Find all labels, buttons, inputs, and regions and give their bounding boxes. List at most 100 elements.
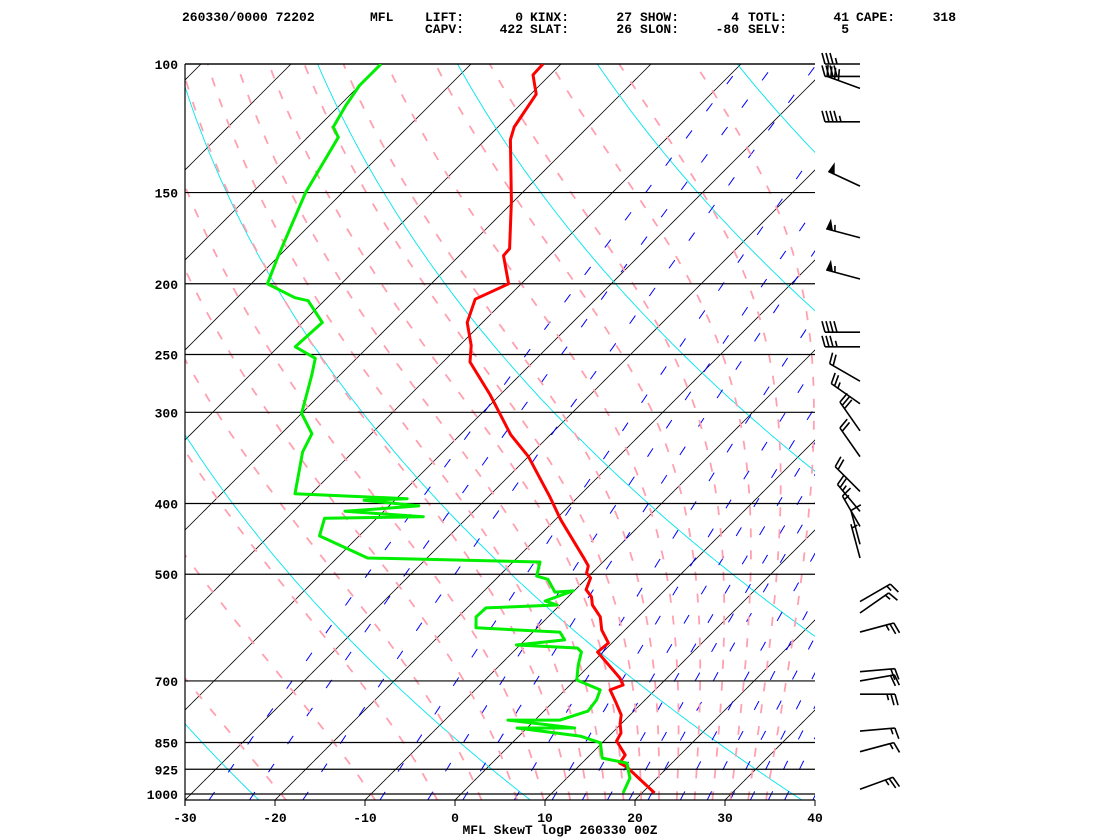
wind-barb — [839, 418, 861, 458]
isotherm-line — [544, 529, 815, 800]
isotherm-line — [814, 799, 815, 800]
wind-barb — [859, 583, 899, 603]
wind-barb — [860, 693, 899, 706]
dry-adiabat-line — [1017, 64, 1120, 800]
x-tick-label: 0 — [451, 811, 459, 826]
moist-adiabat-line — [185, 449, 439, 800]
mixing-ratio-line — [812, 794, 815, 800]
chart-title: MFL SkewT logP 260330 00Z — [462, 823, 657, 838]
wind-barb — [859, 622, 901, 635]
index-value-slon: -80 — [715, 22, 739, 37]
x-tick-label: -30 — [173, 811, 197, 826]
index-label-slon: SLON: — [640, 22, 680, 37]
temperature-line — [465, 64, 656, 795]
dry-adiabat-line — [185, 433, 531, 800]
wind-barb — [830, 372, 861, 405]
wind-barb — [828, 352, 861, 382]
index-label-cape: CAPE: — [856, 10, 896, 25]
index-label-selv: SELV: — [748, 22, 788, 37]
mixing-ratio-line — [628, 473, 815, 800]
wind-barb — [821, 52, 860, 65]
mixing-ratio-line — [647, 502, 815, 800]
index-value-selv: 5 — [841, 22, 849, 37]
index-label-totl: TOTL: — [748, 10, 788, 25]
wind-barb — [859, 741, 901, 753]
index-value-slat: 26 — [616, 22, 632, 37]
index-label-kinx: KINX: — [530, 10, 570, 25]
mixing-ratio-line — [749, 671, 815, 800]
wind-barb — [834, 456, 861, 492]
index-value-totl: 41 — [833, 10, 849, 25]
isotherm-line — [0, 64, 111, 800]
moist-adiabat-line — [185, 553, 377, 800]
wind-barb — [825, 259, 861, 280]
x-tick-label: -20 — [263, 811, 287, 826]
wind-barb — [827, 162, 861, 187]
moist-adiabat-line — [386, 64, 680, 800]
dry-adiabat-line — [877, 64, 1120, 800]
moist-adiabat-line — [618, 64, 782, 800]
x-tick-label: 30 — [717, 811, 733, 826]
wind-barb — [850, 504, 862, 545]
x-tick-label: 20 — [627, 811, 643, 826]
profiles — [265, 64, 656, 795]
dry-adiabat-line — [596, 64, 815, 312]
isotherm-line — [185, 169, 815, 800]
isotherm-line — [185, 64, 742, 621]
isotherm-line — [185, 64, 562, 441]
isotherm-line — [634, 619, 815, 800]
y-tick-label: 850 — [155, 736, 179, 751]
index-value-lift: 0 — [515, 10, 523, 25]
isotherm-line — [185, 64, 292, 171]
isotherm-line — [274, 259, 815, 800]
moist-adiabat-line — [694, 64, 815, 800]
isotherm-line — [364, 349, 815, 800]
mixing-ratio-line — [462, 249, 815, 800]
index-value-capv: 422 — [499, 22, 523, 37]
y-tick-label: 925 — [155, 763, 179, 778]
moist-adiabat-line — [206, 64, 589, 800]
moist-adiabat-line — [303, 64, 643, 800]
y-tick-label: 150 — [155, 187, 179, 202]
x-tick-label: -10 — [353, 811, 377, 826]
wind-barbs — [821, 52, 901, 790]
y-tick-label: 700 — [155, 675, 179, 690]
index-value-kinx: 27 — [616, 10, 632, 25]
dry-adiabat-line — [185, 723, 260, 800]
moist-adiabat-line — [185, 676, 287, 800]
wind-barb — [821, 110, 860, 123]
x-tick-label: 40 — [807, 811, 823, 826]
wind-barb — [859, 674, 901, 687]
index-label-capv: CAPV: — [425, 22, 465, 37]
pressure-gridlines — [184, 63, 815, 806]
y-tick-label: 300 — [155, 406, 179, 421]
isotherm-line — [724, 709, 815, 800]
wind-barb — [850, 523, 861, 559]
isotherm-line — [185, 64, 382, 261]
moist-adiabat-line — [268, 64, 625, 800]
y-tick-label: 1000 — [147, 788, 178, 803]
moist-adiabat-line — [185, 357, 483, 800]
x-tick-label: 10 — [537, 811, 553, 826]
mixing-ratio-line — [379, 151, 815, 800]
wind-barb — [825, 218, 861, 239]
dry-adiabat-line — [185, 85, 803, 800]
moist-adiabat-line — [488, 64, 726, 800]
wind-barb — [821, 335, 860, 348]
index-label-slat: SLAT: — [530, 22, 570, 37]
wind-barb — [826, 64, 861, 90]
index-label-show: SHOW: — [640, 10, 680, 25]
mixing-ratio-line — [581, 406, 815, 800]
dry-adiabat-line — [317, 64, 815, 637]
index-value-show: 4 — [731, 10, 739, 25]
station-id: MFL — [370, 10, 394, 25]
y-tick-label: 250 — [155, 348, 179, 363]
mixing-ratio-line — [551, 364, 815, 800]
wind-barb — [859, 727, 900, 740]
mixing-ratio-line — [767, 705, 815, 800]
wind-barb — [859, 592, 898, 614]
wind-barb — [821, 320, 860, 333]
y-tick-label: 400 — [155, 498, 179, 513]
